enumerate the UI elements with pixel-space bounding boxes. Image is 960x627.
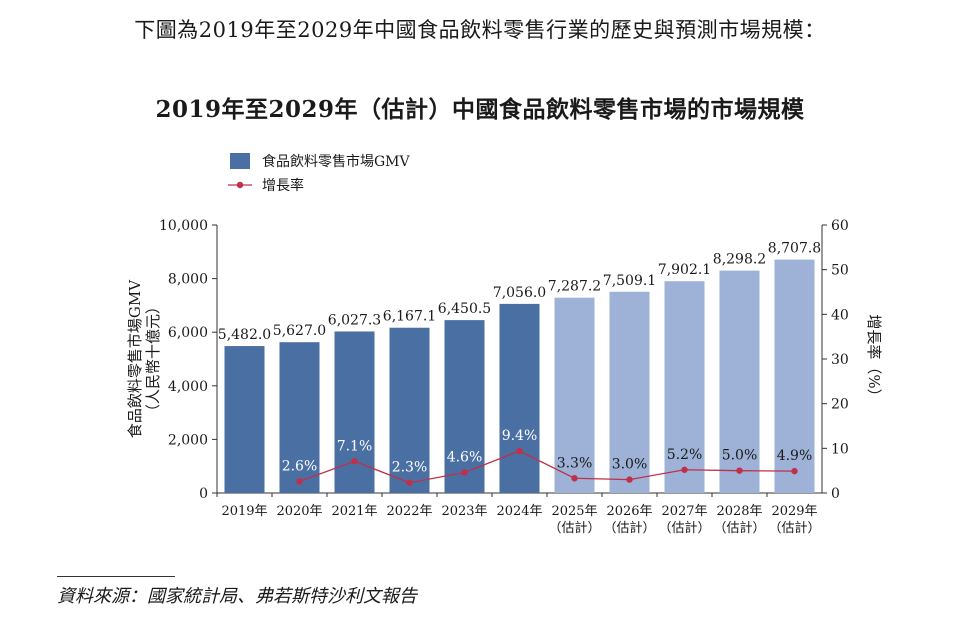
legend-bar-swatch	[230, 153, 250, 169]
gmv-bar	[279, 342, 320, 493]
right-tick-label: 0	[831, 486, 840, 502]
right-tick-label: 30	[831, 352, 849, 368]
gmv-bar	[774, 259, 815, 493]
gmv-bar-label: 8,707.8	[768, 241, 821, 257]
right-tick-label: 50	[831, 263, 849, 279]
legend-line-marker	[236, 181, 244, 189]
legend-bar-label: 食品飲料零售市場GMV	[262, 153, 411, 170]
x-tick-label: 2021年	[331, 504, 377, 519]
source-note: 資料來源：國家統計局、弗若斯特沙利文報告	[57, 586, 417, 607]
growth-rate-point	[791, 467, 798, 475]
x-tick-label: 2020年	[276, 504, 322, 519]
growth-rate-point	[736, 467, 743, 474]
x-tick-note: （估計）	[768, 520, 820, 536]
growth-rate-point	[406, 479, 413, 486]
x-tick-label: 2019年	[221, 504, 267, 519]
gmv-bar-label: 5,482.0	[218, 327, 271, 343]
gmv-bar-label: 6,450.5	[438, 301, 491, 317]
x-tick-note: （估計）	[548, 520, 600, 536]
right-tick-label: 60	[831, 218, 849, 234]
left-tick-label: 2,000	[168, 432, 208, 448]
x-tick-label: 2025年	[551, 504, 597, 519]
growth-rate-point	[626, 476, 633, 483]
left-tick-label: 8,000	[168, 272, 208, 288]
growth-rate-label: 3.3%	[557, 455, 593, 471]
growth-rate-label: 9.4%	[502, 428, 538, 444]
x-tick-note: （估計）	[713, 520, 765, 536]
growth-rate-label: 2.3%	[392, 460, 428, 476]
x-tick-note: （估計）	[603, 520, 655, 536]
right-tick-label: 40	[831, 307, 849, 323]
growth-rate-label: 7.1%	[337, 438, 373, 454]
growth-rate-point	[296, 478, 303, 485]
growth-rate-label: 3.0%	[612, 457, 648, 473]
growth-rate-point	[461, 469, 468, 476]
growth-rate-point	[571, 475, 578, 482]
gmv-bar-label: 5,627.0	[273, 323, 326, 339]
x-tick-label: 2027年	[661, 504, 707, 519]
x-tick-label: 2026年	[606, 504, 652, 519]
gmv-bar-label: 6,027.3	[328, 312, 381, 328]
intro-text: 下圖為2019年至2029年中國食品飲料零售行業的歷史與預測市場規模：	[134, 18, 826, 42]
chart-title: 2019年至2029年（估計）中國食品飲料零售市場的市場規模	[155, 96, 805, 123]
gmv-bar-label: 6,167.1	[383, 309, 436, 325]
gmv-bar-label: 7,509.1	[603, 273, 656, 289]
left-tick-label: 0	[199, 486, 208, 502]
right-axis-title-text: 增長率（%）	[865, 314, 883, 403]
left-axis-title-line: （人民幣十億元）	[144, 299, 162, 419]
left-axis-title: 食品飲料零售市場GMV （人民幣十億元）	[126, 279, 162, 438]
gmv-bar	[609, 291, 650, 493]
gmv-bar	[389, 327, 430, 493]
growth-rate-label: 5.0%	[722, 448, 758, 464]
growth-rate-label: 4.6%	[447, 449, 483, 465]
left-axis-title-line: 食品飲料零售市場GMV	[126, 279, 144, 438]
gmv-bar	[719, 270, 760, 493]
x-tick-label: 2023年	[441, 504, 487, 519]
left-tick-label: 6,000	[168, 325, 208, 341]
right-axis-title: 增長率（%）	[865, 314, 883, 403]
x-tick-label: 2022年	[386, 504, 432, 519]
x-tick-label: 2024年	[496, 504, 542, 519]
gmv-bar-label: 7,056.0	[493, 285, 546, 301]
x-tick-label: 2029年	[771, 504, 817, 519]
gmv-bar-label: 8,298.2	[713, 252, 766, 268]
left-tick-label: 4,000	[168, 379, 208, 395]
x-tick-label: 2028年	[716, 504, 762, 519]
growth-rate-label: 5.2%	[667, 447, 703, 463]
legend-line-label: 增長率	[262, 177, 304, 194]
left-tick-label: 10,000	[159, 218, 208, 234]
gmv-bar-label: 7,287.2	[548, 279, 601, 295]
growth-rate-point	[681, 466, 688, 473]
source-divider	[57, 576, 175, 577]
growth-rate-label: 4.9%	[777, 448, 813, 464]
gmv-bar	[499, 303, 540, 493]
growth-rate-point	[351, 458, 358, 465]
growth-rate-point	[516, 447, 523, 455]
gmv-bar	[334, 331, 375, 493]
gmv-bar	[664, 281, 705, 493]
gmv-bar	[554, 297, 595, 493]
gmv-bar-label: 7,902.1	[658, 262, 711, 278]
x-tick-note: （估計）	[658, 520, 710, 536]
right-tick-label: 20	[831, 397, 849, 413]
gmv-bar	[224, 346, 265, 493]
growth-rate-line	[299, 450, 795, 484]
right-tick-label: 10	[831, 441, 849, 457]
growth-rate-label: 2.6%	[282, 458, 318, 474]
gmv-bar	[444, 320, 485, 493]
